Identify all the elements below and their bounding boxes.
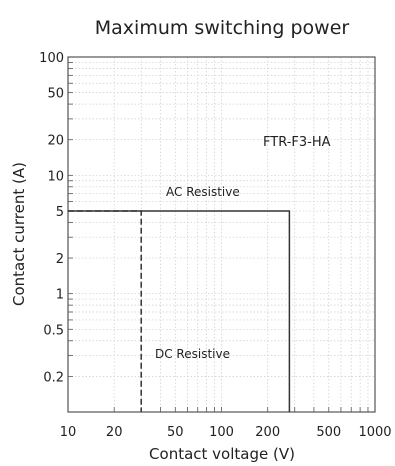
x-tick-labels: 10 20 50 100 200 500 1000 xyxy=(60,425,392,440)
y-tick-labels: 0.2 0.5 1 2 5 10 20 50 100 xyxy=(39,51,64,385)
y-tick-label: 0.2 xyxy=(43,370,64,385)
x-tick-label: 100 xyxy=(209,425,234,440)
y-tick-label: 50 xyxy=(47,87,64,102)
series-line-dc-resistive xyxy=(68,210,142,412)
model-label: FTR-F3-HA xyxy=(263,135,331,150)
x-tick-label: 50 xyxy=(167,425,184,440)
series-label-ac-resistive: AC Resistive xyxy=(166,185,240,199)
y-tick-label: 1 xyxy=(56,288,64,303)
x-tick-label: 10 xyxy=(60,425,77,440)
grid xyxy=(68,57,375,412)
y-axis-label: Contact current (A) xyxy=(10,162,28,306)
x-tick-label: 1000 xyxy=(358,425,391,440)
ticks xyxy=(68,62,369,412)
y-tick-label: 5 xyxy=(56,205,64,220)
y-tick-label: 10 xyxy=(47,169,64,184)
x-axis-label: Contact voltage (V) xyxy=(149,445,295,463)
series-line-ac-resistive xyxy=(68,210,291,412)
x-tick-label: 500 xyxy=(316,425,341,440)
x-tick-label: 20 xyxy=(106,425,123,440)
y-tick-label: 2 xyxy=(56,252,64,267)
series-label-dc-resistive: DC Resistive xyxy=(155,347,230,361)
y-tick-label: 0.5 xyxy=(43,323,64,338)
chart-title: Maximum switching power xyxy=(95,17,350,39)
plot-frame xyxy=(67,56,376,413)
y-tick-label: 100 xyxy=(39,51,64,66)
x-tick-label: 200 xyxy=(255,425,280,440)
y-tick-label: 20 xyxy=(47,134,64,149)
series-layer xyxy=(68,210,291,412)
